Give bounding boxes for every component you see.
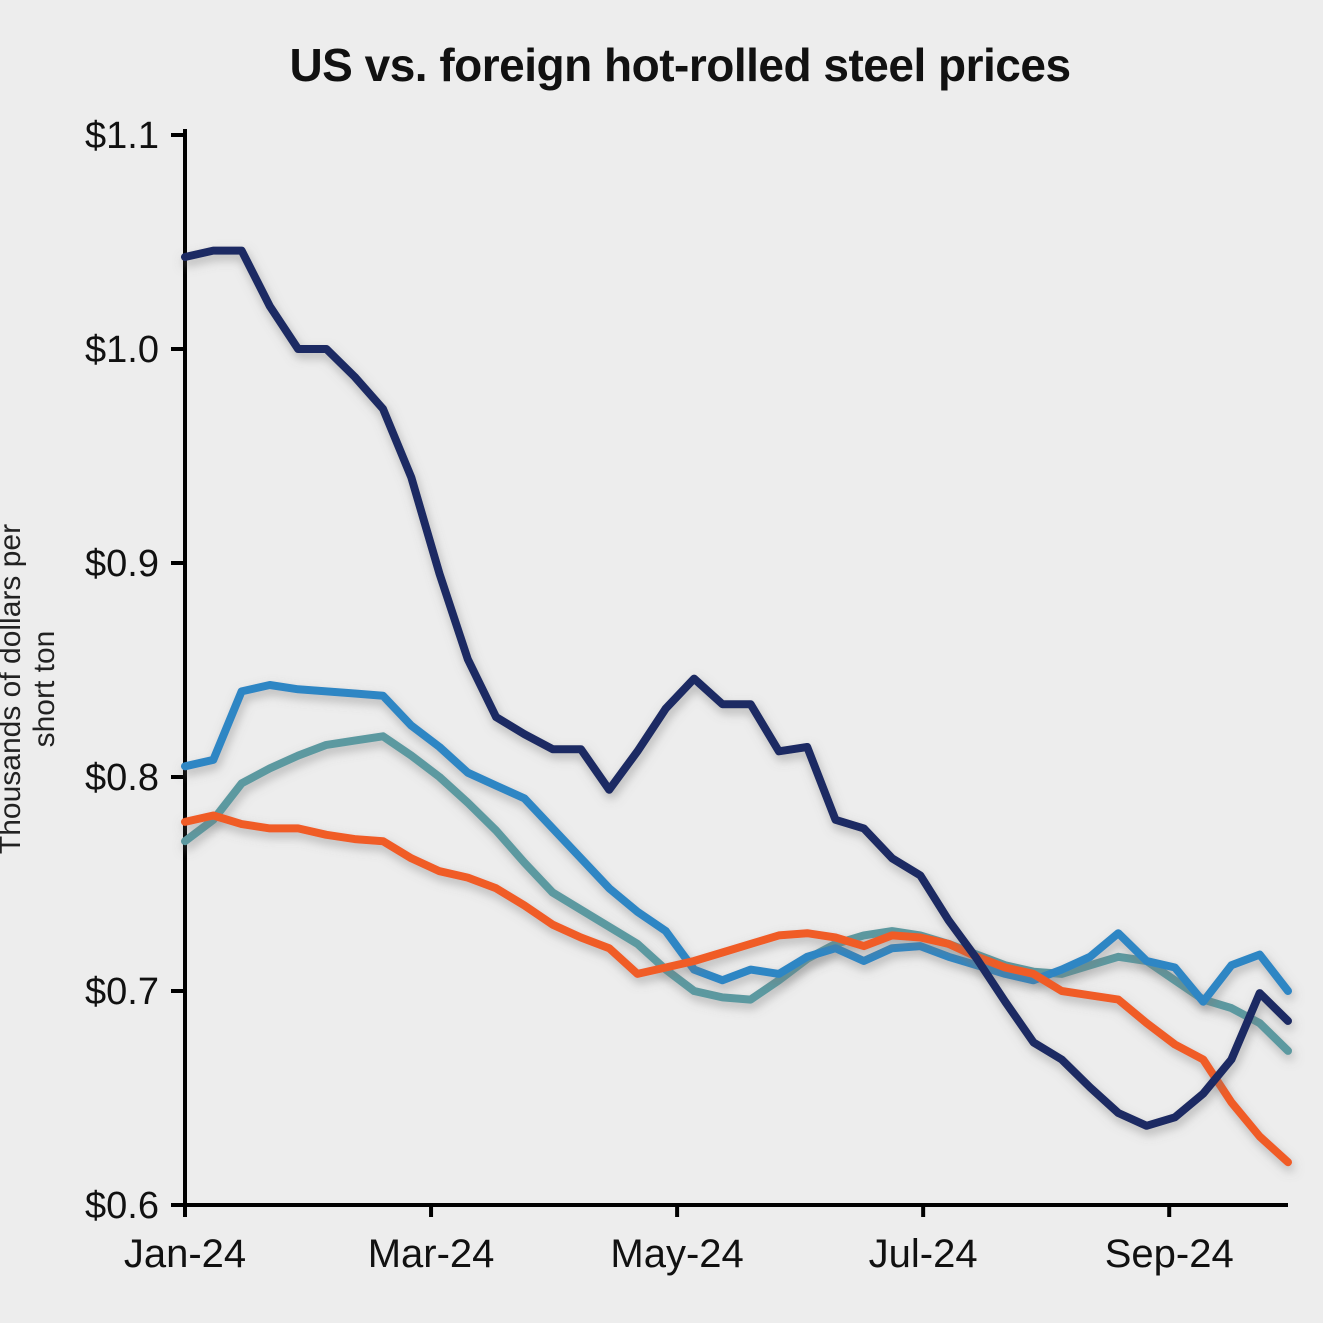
series-navy-line [181,246,1292,1130]
series-teal-line [181,732,1292,1055]
y-tick-label: $0.9 [85,543,159,585]
x-tick-label: Jul-24 [869,1232,978,1276]
x-tick-label: Sep-24 [1105,1232,1234,1276]
x-tick-label: Mar-24 [368,1232,495,1276]
y-tick-label: $1.1 [85,115,159,157]
y-tick-label: $0.6 [85,1185,159,1227]
chart-title: US vs. foreign hot-rolled steel prices [289,39,1071,91]
series-orange-line [181,811,1292,1167]
y-tick-label: $0.8 [85,757,159,799]
x-tick-label: May-24 [610,1232,743,1276]
y-tick-label: $1.0 [85,329,159,371]
y-tick-label: $0.7 [85,971,159,1013]
series-blue-line [181,681,1292,1006]
x-tick-label: Jan-24 [124,1232,246,1276]
